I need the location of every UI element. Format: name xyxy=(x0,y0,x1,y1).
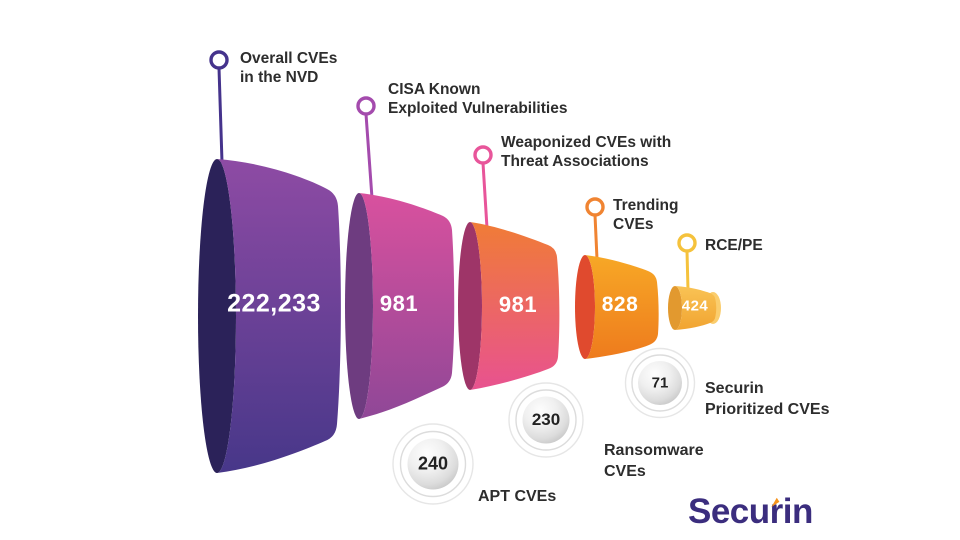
stem-stage-5 xyxy=(685,249,690,292)
bubble-apt-cves xyxy=(392,423,474,505)
securin-logo: Securin xyxy=(688,492,813,531)
funnel-left-cap-3 xyxy=(458,222,482,390)
marker-ring-stage-1 xyxy=(209,50,229,70)
bubble-label-securin-prioritized: Securin Prioritized CVEs xyxy=(705,380,830,418)
stem-stage-3 xyxy=(481,161,489,230)
bubble-label-ransomware-cves: Ransomware CVEs xyxy=(604,442,704,480)
marker-ring-stage-4 xyxy=(585,197,605,217)
bubble-label-apt-cves: APT CVEs xyxy=(478,488,557,505)
funnel-left-cap-1 xyxy=(198,159,236,473)
stem-stage-1 xyxy=(217,66,224,164)
bubble-value-securin-prioritized: 71 xyxy=(651,374,669,392)
funnel-left-cap-2 xyxy=(345,193,373,419)
bubble-securin-prioritized-cves xyxy=(624,347,696,419)
stage-label-rce-pe: RCE/PE xyxy=(705,237,763,254)
bubble-ransomware-cves xyxy=(508,382,584,458)
stage-label-trending-cves: Trending CVEs xyxy=(613,197,679,234)
stem-stage-2 xyxy=(364,112,374,200)
stage-label-overall-cves: Overall CVEs in the NVD xyxy=(240,50,338,87)
marker-ring-stage-5 xyxy=(677,233,697,253)
stem-stage-4 xyxy=(593,213,599,261)
funnel-body-2 xyxy=(359,193,455,419)
funnel-left-cap-4 xyxy=(575,255,595,359)
funnel-body-5 xyxy=(675,286,717,330)
bubble-value-ransomware-cves: 230 xyxy=(531,410,561,429)
stage-value-overall-cves: 222,233 xyxy=(227,289,321,318)
stage-value-rce-pe: 424 xyxy=(681,297,709,315)
stage-label-cisa-kev: CISA Known Exploited Vulnerabilities xyxy=(388,81,568,118)
stage-label-weaponized-cves: Weaponized CVEs with Threat Associations xyxy=(501,134,672,171)
bubble-value-apt-cves: 240 xyxy=(417,453,449,474)
marker-ring-stage-2 xyxy=(356,96,376,116)
marker-ring-stage-3 xyxy=(473,145,493,165)
funnel-left-cap-5 xyxy=(668,286,682,330)
funnel-body-3 xyxy=(470,222,560,390)
stage-value-weaponized-cves: 981 xyxy=(498,292,538,317)
funnel-body-1 xyxy=(217,159,341,473)
funnel-body-4 xyxy=(585,255,659,359)
stage-value-trending-cves: 828 xyxy=(601,293,639,316)
stage-value-cisa-kev: 981 xyxy=(379,291,419,316)
